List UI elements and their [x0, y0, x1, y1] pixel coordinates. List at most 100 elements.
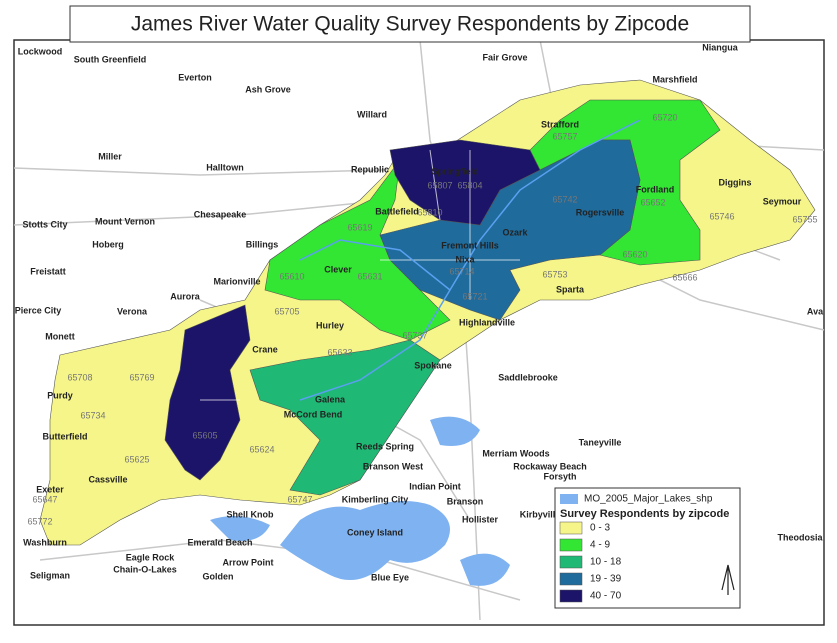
place-label: Miller	[98, 151, 122, 161]
legend-box	[554, 487, 741, 609]
legend-entry: 4 - 9	[590, 540, 610, 551]
legend-swatch	[559, 589, 583, 603]
place-label: Niangua	[702, 42, 738, 52]
place-label: Ava	[807, 306, 824, 316]
place-label: Seligman	[30, 570, 70, 580]
place-label: Pierce City	[15, 305, 62, 315]
zipcode-label: 65625	[124, 454, 149, 464]
place-label: Galena	[315, 394, 346, 404]
place-label: Exeter	[36, 484, 64, 494]
place-label: Ash Grove	[245, 84, 291, 94]
zipcode-label: 65652	[640, 197, 665, 207]
zipcode-label: 65633	[327, 347, 352, 357]
zipcode-label: 65734	[80, 410, 105, 420]
legend-title: Survey Respondents by zipcode	[560, 508, 729, 520]
legend-swatch	[559, 538, 583, 552]
legend-entry: 40 - 70	[590, 591, 622, 602]
zipcode-label: 65708	[67, 372, 92, 382]
place-label: Fordland	[636, 184, 675, 194]
place-label: Hoberg	[92, 239, 124, 249]
place-label: Coney Island	[347, 527, 403, 537]
legend-swatch	[559, 572, 583, 586]
place-label: Hurley	[316, 320, 344, 330]
zipcode-label: 65647	[32, 494, 57, 504]
place-label: Forsyth	[543, 471, 576, 481]
place-label: Chesapeake	[194, 209, 247, 219]
zipcode-label: 65624	[249, 444, 274, 454]
place-label: Eagle Rock	[126, 552, 176, 562]
place-label: Hollister	[462, 514, 499, 524]
place-label: Monett	[45, 331, 75, 341]
place-label: Billings	[246, 239, 279, 249]
place-label: South Greenfield	[74, 54, 147, 64]
zipcode-label: 65610	[279, 271, 304, 281]
place-label: Freistatt	[30, 266, 66, 276]
zipcode-label: 65772	[27, 516, 52, 526]
place-label: Reeds Spring	[356, 441, 414, 451]
zipcode-label: 65721	[462, 291, 487, 301]
place-label: Marshfield	[652, 74, 697, 84]
place-label: Strafford	[541, 119, 579, 129]
watershed	[39, 79, 816, 546]
place-label: Marionville	[213, 276, 260, 286]
zipcode-label: 65714	[449, 266, 474, 276]
place-label: Kimberling City	[342, 494, 409, 504]
place-label: Lockwood	[18, 46, 63, 56]
zipcode-label: 65742	[552, 194, 577, 204]
zipcode-label: 65666	[672, 272, 697, 282]
place-label: Purdy	[47, 390, 73, 400]
place-label: Spokane	[414, 360, 452, 370]
zipcode-label: 65755	[792, 214, 817, 224]
place-label: Taneyville	[579, 437, 622, 447]
legend-entry: 19 - 39	[590, 574, 622, 585]
place-label: Everton	[178, 72, 212, 82]
zipcode-label: 65705	[274, 306, 299, 316]
north-arrow	[721, 564, 735, 595]
place-label: McCord Bend	[284, 409, 343, 419]
lakes	[210, 416, 510, 586]
place-label: Mount Vernon	[95, 216, 155, 226]
place-label: Crane	[252, 344, 278, 354]
place-label: Kirbyville	[520, 509, 561, 519]
zipcode-label: 65804	[457, 180, 482, 190]
place-label: Rogersville	[576, 207, 625, 217]
place-label: Springfield	[432, 166, 479, 176]
zipcode-label: 65757	[552, 131, 577, 141]
place-label: Indian Point	[409, 481, 461, 491]
place-label: Rockaway Beach	[513, 461, 587, 471]
place-label: Theodosia	[777, 532, 823, 542]
title-box	[69, 5, 751, 43]
legend-entry: MO_2005_Major_Lakes_shp	[584, 494, 713, 505]
place-label: Emerald Beach	[187, 537, 252, 547]
place-label: Nixa	[455, 254, 475, 264]
map-title: James River Water Quality Survey Respond…	[131, 13, 689, 36]
place-label: Willard	[357, 109, 387, 119]
zipcode-label: 65746	[709, 211, 734, 221]
zipcode-label: 65619	[347, 222, 372, 232]
place-label: Stotts City	[23, 219, 68, 229]
place-label: Merriam Woods	[482, 448, 549, 458]
zipcode-label: 65605	[192, 430, 217, 440]
place-label: Washburn	[23, 537, 67, 547]
place-label: Branson	[447, 496, 484, 506]
zipcode-label: 65631	[357, 271, 382, 281]
place-label: Battlefield	[375, 206, 419, 216]
place-label: Shell Knob	[227, 509, 275, 519]
place-label: Highlandville	[459, 317, 515, 327]
place-label: Arrow Point	[223, 557, 274, 567]
zipcode-label: 65807	[427, 180, 452, 190]
place-label: Seymour	[763, 196, 802, 206]
place-label: Republic	[351, 164, 389, 174]
place-label: Branson West	[363, 461, 423, 471]
zip-borders	[200, 149, 520, 401]
place-label: Halltown	[206, 162, 244, 172]
place-label: Saddlebrooke	[498, 372, 558, 382]
place-label: Fremont Hills	[441, 240, 499, 250]
place-label: Blue Eye	[371, 572, 409, 582]
legend-swatch	[560, 494, 578, 504]
zipcode-label: 65747	[287, 494, 312, 504]
place-labels: Lockwood South Greenfield Everton Ash Grove…	[15, 42, 824, 582]
legend-entry: 0 - 3	[590, 523, 610, 534]
zipcode-labels: 65757 65720 65807 65804 65810 65742 65652 65746…	[27, 112, 817, 526]
